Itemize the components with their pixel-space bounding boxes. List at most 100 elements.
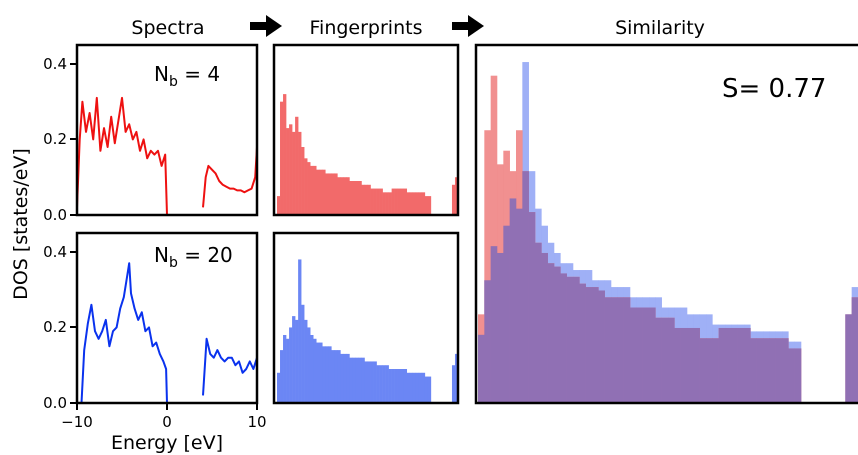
histogram-bar (292, 316, 296, 403)
x-tick-label: −10 (61, 413, 93, 431)
histogram-bar (699, 338, 707, 403)
histogram-bar (421, 372, 426, 403)
histogram-bar (307, 327, 311, 403)
histogram-bar (424, 376, 429, 403)
histogram-bar (415, 192, 420, 215)
histogram-bar (319, 342, 323, 403)
histogram-bar (370, 361, 374, 403)
histogram-bar (649, 307, 656, 403)
histogram-bar (617, 297, 624, 403)
histogram-bar (385, 365, 389, 403)
histogram-bar (554, 266, 561, 403)
histogram-bar (355, 357, 359, 403)
histogram-bar (298, 259, 302, 403)
x-axis-label: Energy [eV] (111, 432, 223, 454)
histogram-bar (394, 369, 398, 403)
histogram-bar (337, 177, 341, 215)
spectra-top-frame (75, 43, 259, 217)
y-tick-label: 0.4 (43, 243, 67, 261)
histogram-bar (794, 348, 802, 403)
y-tick-label: 0.4 (43, 55, 67, 73)
histogram-bar (579, 283, 586, 403)
histogram-bar (382, 192, 386, 215)
histogram-bar (298, 131, 302, 215)
histogram-bar (516, 208, 523, 403)
histogram-bar (655, 317, 662, 403)
histogram-bar (358, 357, 362, 403)
histogram-bar (674, 327, 681, 403)
histogram-bar (718, 327, 726, 403)
y-axis-top: 0.0 0.2 0.4 (43, 55, 77, 224)
histogram-bar (478, 334, 485, 403)
dos-line (80, 262, 168, 404)
fingerprint-bottom-plot (277, 259, 459, 403)
histogram-bar (427, 196, 432, 215)
histogram-bar (310, 165, 314, 215)
histogram-bar (349, 181, 353, 215)
histogram-bar (313, 165, 317, 215)
histogram-bar (725, 327, 732, 403)
histogram-bar (737, 327, 745, 403)
histogram-bar (427, 376, 432, 403)
histogram-bar (334, 350, 338, 403)
y-tick-label: 0.2 (43, 130, 67, 148)
histogram-bar (322, 346, 326, 403)
fingerprint-top-frame (272, 43, 460, 217)
histogram-bar (370, 188, 374, 215)
histogram-bar (394, 188, 398, 215)
histogram-bar (304, 158, 308, 215)
histogram-bar (421, 192, 426, 215)
histogram-bar (331, 350, 335, 403)
histogram-bar (535, 242, 542, 403)
histogram-bar (382, 365, 386, 403)
histogram-bar (397, 369, 401, 403)
histogram-bar (400, 369, 404, 403)
histogram-bar (744, 327, 751, 403)
histogram-bar (566, 276, 574, 403)
histogram-bar (592, 287, 599, 403)
histogram-bar (391, 369, 395, 403)
histogram-bar (313, 338, 317, 403)
histogram-bar (367, 184, 371, 215)
histogram-bar (642, 307, 650, 403)
histogram-bar (385, 192, 389, 215)
histogram-bar (668, 317, 675, 403)
histogram-bar (376, 365, 380, 403)
header-similarity: Similarity (615, 17, 705, 39)
dos-line (202, 146, 258, 208)
histogram-bar (454, 353, 459, 403)
dos-line (202, 337, 258, 396)
histogram-bar (364, 184, 368, 215)
histogram-bar (328, 346, 332, 403)
histogram-bar (400, 188, 404, 215)
histogram-bar (316, 169, 320, 215)
y-axis-label: DOS [states/eV] (10, 148, 32, 300)
histogram-bar (454, 177, 459, 215)
histogram-bar (337, 350, 341, 403)
histogram-bar (373, 361, 377, 403)
histogram-bar (277, 196, 281, 215)
histogram-bar (418, 372, 423, 403)
histogram-bar (630, 307, 637, 403)
histogram-bar (490, 246, 498, 403)
arrow-right-icon (250, 15, 282, 37)
histogram-bar (334, 173, 338, 215)
histogram-bar (379, 365, 383, 403)
y-tick-label: 0.0 (43, 206, 67, 224)
histogram-bar (661, 317, 669, 403)
histogram-bar (316, 342, 320, 403)
histogram-bar (484, 280, 491, 403)
histogram-bar (322, 169, 326, 215)
histogram-bar (484, 130, 491, 404)
histogram-bar (403, 369, 408, 403)
histogram-bar (693, 327, 700, 403)
histogram-bar (775, 338, 783, 403)
histogram-bar (611, 297, 618, 403)
histogram-bar (325, 173, 329, 215)
histogram-bar (409, 192, 414, 215)
histogram-bar (845, 314, 852, 403)
histogram-bar (604, 297, 612, 403)
fingerprint-top-plot (277, 94, 459, 215)
histogram-bar (522, 171, 529, 403)
